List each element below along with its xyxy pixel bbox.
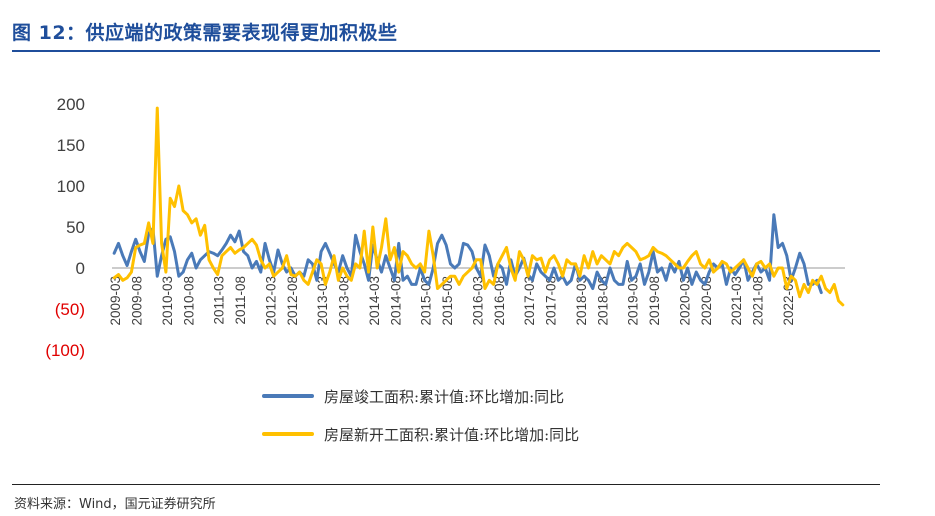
x-tick-label: 2012-03 xyxy=(263,276,278,326)
y-axis-ticks: 200 150 100 50 0 (50) (100) xyxy=(45,95,85,360)
y-tick-label: 150 xyxy=(57,136,85,155)
x-tick-label: 2017-08 xyxy=(544,276,559,326)
series-layer xyxy=(112,106,845,307)
source-note: 资料来源：Wind，国元证券研究所 xyxy=(14,497,216,512)
legend-label-new: 房屋新开工面积:累计值:环比增加:同比 xyxy=(324,425,580,444)
figure-title: 图 12：供应端的政策需要表现得更加积极些 xyxy=(12,22,398,44)
legend-item-new: 房屋新开工面积:累计值:环比增加:同比 xyxy=(262,422,579,446)
series-line-completed xyxy=(112,213,823,295)
x-tick-label: 2012-08 xyxy=(285,276,300,326)
x-tick-label: 2013-03 xyxy=(315,276,330,326)
x-tick-label: 2022-03 xyxy=(781,276,796,326)
legend-swatch-new xyxy=(262,432,314,436)
legend-swatch-completed xyxy=(262,394,314,398)
x-tick-label: 2014-08 xyxy=(388,276,403,326)
x-tick-label: 2021-03 xyxy=(729,276,744,326)
x-tick-label: 2010-08 xyxy=(181,276,196,326)
x-tick-label: 2018-08 xyxy=(595,276,610,326)
line-chart: 200 150 100 50 0 (50) (100) 2009-03 2009-08 2010… xyxy=(45,95,845,360)
x-tick-label: 2020-08 xyxy=(699,276,714,326)
title-underline xyxy=(12,50,880,52)
y-tick-label: 200 xyxy=(57,95,85,114)
x-tick-label: 2019-08 xyxy=(647,276,662,326)
y-tick-label: 50 xyxy=(66,218,85,237)
x-tick-label: 2011-08 xyxy=(233,276,248,325)
x-tick-label: 2015-03 xyxy=(419,276,434,326)
legend-label-completed: 房屋竣工面积:累计值:环比增加:同比 xyxy=(324,387,565,406)
legend-item-completed: 房屋竣工面积:累计值:环比增加:同比 xyxy=(262,384,564,408)
y-tick-label: (50) xyxy=(55,300,85,319)
x-tick-label: 2015-08 xyxy=(440,276,455,326)
x-tick-label: 2019-03 xyxy=(626,276,641,326)
x-tick-label: 2014-03 xyxy=(367,276,382,326)
x-tick-label: 2013-08 xyxy=(337,276,352,326)
y-tick-label: 100 xyxy=(57,177,85,196)
y-tick-label: 0 xyxy=(76,259,85,278)
x-tick-label: 2021-08 xyxy=(751,276,766,326)
x-tick-label: 2011-03 xyxy=(212,276,227,325)
x-tick-label: 2009-03 xyxy=(108,276,123,326)
x-tick-label: 2016-03 xyxy=(470,276,485,326)
series-line-new-starts xyxy=(112,106,845,307)
x-tick-label: 2020-03 xyxy=(677,276,692,326)
source-divider xyxy=(12,484,880,485)
x-tick-label: 2018-03 xyxy=(574,276,589,326)
x-tick-label: 2009-08 xyxy=(130,276,145,326)
x-tick-label: 2010-03 xyxy=(160,276,175,326)
x-tick-label: 2016-08 xyxy=(492,276,507,326)
y-tick-label: (100) xyxy=(45,341,85,360)
x-axis-ticks: 2009-03 2009-08 2010-03 2010-08 2011-03 2011-… xyxy=(108,276,796,326)
x-tick-label: 2017-03 xyxy=(522,276,537,326)
